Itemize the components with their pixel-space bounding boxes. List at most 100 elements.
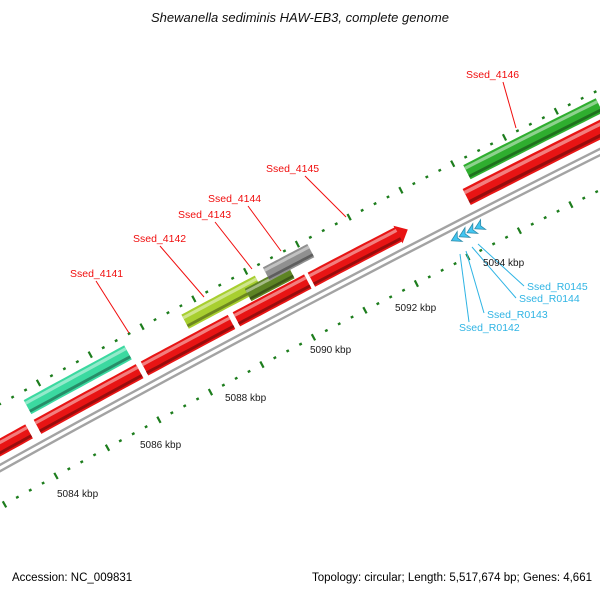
leader-line-rna (477, 243, 525, 287)
gene-bar-shadow (29, 355, 131, 413)
tick-mark (204, 290, 209, 294)
tick-mark (553, 107, 559, 115)
tick-mark (247, 369, 251, 374)
tick-mark (118, 439, 123, 443)
gene-bar-ssed-4143[interactable] (244, 265, 295, 302)
gene-bar-ssed-4144[interactable] (262, 243, 315, 281)
tick-mark (476, 148, 481, 153)
tick-mark (67, 467, 71, 471)
gene-bar-shadow (249, 274, 294, 300)
tick-mark (104, 444, 111, 452)
tick-mark (49, 374, 54, 378)
tick-mark (166, 311, 170, 315)
gene-bar-highlight (464, 100, 599, 170)
tick-mark (386, 195, 390, 199)
tick-mark (453, 261, 457, 266)
tick-mark (273, 356, 277, 360)
tick-mark (75, 359, 80, 364)
gene-label-ssed-4145: Ssed_4145 (266, 163, 319, 175)
tick-mark (308, 235, 313, 240)
footer-topology: Topology: circular; Length: 5,517,674 bp… (312, 572, 592, 584)
gene-bar-highlight (308, 228, 398, 278)
tick-mark (412, 181, 416, 186)
gene-label-ssed-4143: Ssed_4143 (178, 209, 231, 221)
tick-mark (0, 402, 2, 406)
tick-mark (437, 168, 442, 172)
tick-mark (127, 331, 131, 336)
tick-mark (256, 262, 261, 267)
tick-mark (101, 345, 106, 350)
tick-mark (568, 201, 574, 209)
tick-mark (217, 283, 222, 287)
tick-mark (144, 425, 148, 429)
tick-mark (504, 235, 509, 239)
leader-line-gene (95, 280, 130, 334)
gene-bar-ssed-4146[interactable] (463, 98, 600, 180)
genome-backbone-gap (0, 150, 600, 470)
rna-arrow[interactable] (466, 222, 480, 234)
gene-bar-highlight (463, 122, 600, 195)
footer-accession: Accession: NC_009831 (12, 572, 132, 584)
tick-mark (413, 279, 419, 288)
position-label-5092: 5092 kbp (395, 303, 437, 314)
page-title: Shewanella sediminis HAW-EB3, complete g… (151, 10, 449, 25)
tick-mark (350, 315, 354, 319)
tick-mark (139, 323, 145, 331)
leader-line-rna (459, 253, 470, 323)
tick-mark (179, 304, 183, 308)
rna-arrow[interactable] (450, 230, 464, 242)
position-label-5088: 5088 kbp (225, 393, 267, 404)
tick-mark (501, 133, 508, 141)
gene-bar-red-1[interactable] (0, 424, 33, 459)
gene-label-ssed-4144: Ssed_4144 (208, 193, 261, 205)
rna-label-ssed-r0145: Ssed_R0145 (527, 281, 588, 293)
gene-bar-red-6[interactable] (462, 119, 600, 206)
position-label-5090: 5090 kbp (310, 345, 352, 356)
leader-lines (95, 81, 525, 334)
tick-mark (388, 295, 393, 299)
tick-mark (516, 227, 522, 235)
rna-arrow[interactable] (458, 226, 472, 238)
tick-mark (35, 379, 42, 387)
rna-label-ssed-r0144: Ssed_R0144 (519, 293, 580, 305)
tick-mark (153, 317, 157, 322)
gene-bar-ssed-4145-arrowhead[interactable] (393, 225, 408, 244)
tick-mark (530, 222, 535, 226)
tick-mark (321, 228, 326, 233)
tick-mark (191, 295, 197, 303)
tick-mark (346, 213, 352, 221)
gene-bar-teal[interactable] (23, 345, 132, 415)
tick-mark (114, 338, 118, 343)
gene-label-ssed-4146: Ssed_4146 (466, 69, 519, 81)
position-label-5086: 5086 kbp (140, 440, 182, 451)
tick-mark (156, 416, 162, 424)
gene-label-ssed-4141: Ssed_4141 (70, 268, 123, 280)
tick-mark (298, 342, 303, 346)
gene-bar-highlight (0, 426, 28, 445)
tick-mark (398, 186, 404, 194)
labels: Shewanella sediminis HAW-EB3, complete g… (12, 10, 592, 584)
tick-mark (581, 196, 586, 200)
gene-bar-red-3[interactable] (140, 314, 236, 376)
rna-arrow[interactable] (473, 218, 487, 230)
tick-mark (282, 249, 287, 253)
tick-mark (478, 248, 483, 253)
gene-bar-ssed-4145[interactable] (307, 227, 403, 287)
tick-mark (373, 201, 377, 206)
gene-bar-shadow (468, 133, 600, 204)
tick-mark (580, 96, 584, 100)
rna-label-ssed-r0143: Ssed_R0143 (487, 309, 548, 321)
leader-line-rna (465, 250, 485, 314)
tick-mark (463, 155, 468, 159)
tick-mark (543, 215, 547, 220)
tick-mark (269, 256, 274, 260)
tick-mark (92, 453, 97, 457)
tick-mark (131, 432, 136, 436)
gene-bar-ssed-4141[interactable] (33, 364, 144, 434)
leader-line-gene (304, 175, 347, 218)
tick-mark (15, 495, 20, 499)
gene-bar-red-4[interactable] (232, 274, 312, 327)
gene-bar-shadow (267, 253, 314, 280)
gene-bar-highlight (233, 276, 307, 317)
